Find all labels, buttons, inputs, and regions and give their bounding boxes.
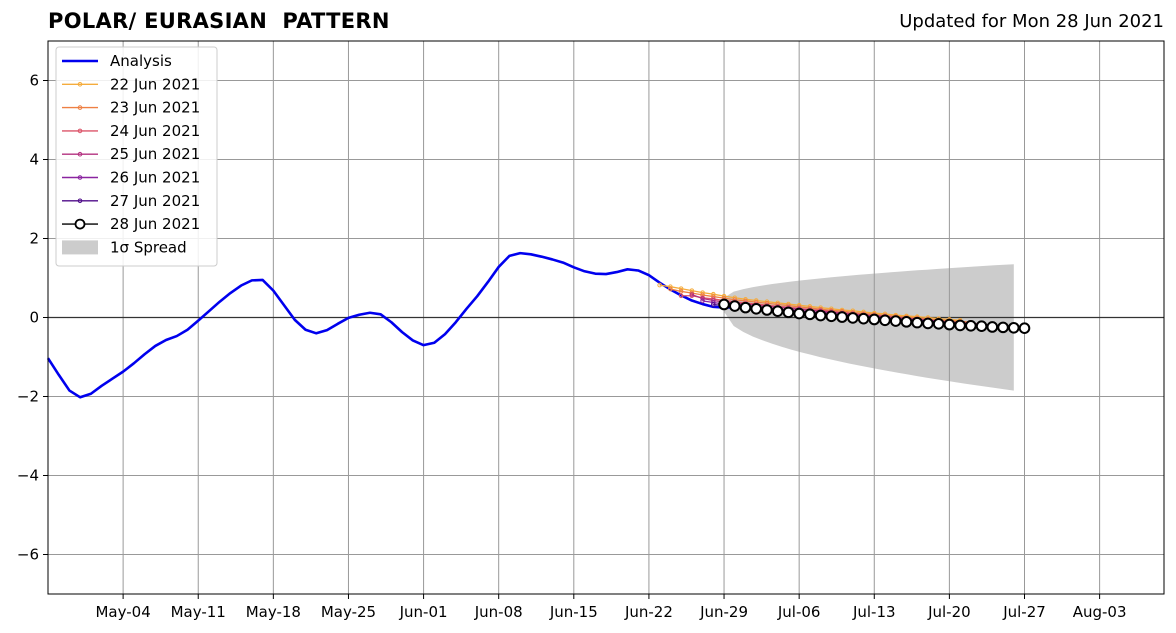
legend-label: 27 Jun 2021 — [110, 192, 200, 210]
forecast-point — [900, 316, 913, 328]
forecast-point — [922, 317, 934, 330]
forecast-point — [700, 296, 705, 301]
x-tick-label: Jun-29 — [699, 603, 748, 621]
forecast-point — [868, 313, 881, 326]
x-tick-label: Jun-01 — [399, 603, 448, 621]
forecast-point — [965, 319, 977, 332]
x-tick-label: May-18 — [246, 603, 301, 621]
forecast-point — [678, 293, 684, 299]
analysis-line — [46, 251, 735, 399]
forecast-point — [954, 319, 966, 332]
x-tick-label: Jul-27 — [1002, 603, 1046, 621]
legend-label: 26 Jun 2021 — [110, 169, 200, 187]
forecast-point — [847, 312, 859, 324]
forecast-point — [889, 315, 902, 327]
axis-ticks: May-04 May-11 May-18 May-25 Jun-01 Jun-08 Jun-… — [17, 72, 1127, 622]
forecast-point — [793, 307, 805, 320]
y-tick-label: 0 — [29, 309, 39, 327]
forecast-point — [657, 282, 662, 288]
forecast-point — [728, 300, 741, 312]
series-layer — [46, 251, 1031, 399]
legend-label: 22 Jun 2021 — [110, 75, 200, 93]
legend-box — [55, 46, 218, 267]
legend-marker — [77, 175, 83, 180]
forecast-point — [739, 301, 752, 314]
y-tick-label: 6 — [29, 72, 39, 90]
forecast-point — [879, 314, 891, 327]
legend-marker — [77, 128, 83, 134]
chart-title: POLAR/ EURASIAN PATTERN — [48, 9, 390, 33]
forecast-point — [997, 321, 1009, 334]
legend-label: 23 Jun 2021 — [110, 99, 200, 117]
legend-label: 1σ Spread — [110, 238, 187, 256]
legend-label: Analysis — [110, 52, 172, 70]
forecast-point — [771, 305, 784, 317]
forecast-point — [668, 284, 673, 289]
legend: Analysis 22 Jun 2021 23 Jun 2021 24 Jun 202… — [55, 46, 218, 267]
forecast-point — [975, 320, 988, 332]
x-tick-label: Jul-06 — [777, 603, 821, 621]
legend-marker — [77, 151, 83, 157]
x-tick-label: May-04 — [95, 603, 150, 621]
forecast-point — [700, 298, 705, 304]
forecast-point — [825, 310, 838, 323]
y-tick-label: −4 — [17, 467, 39, 485]
forecast-point — [678, 286, 684, 291]
forecast-point — [761, 304, 773, 316]
forecast-point — [711, 302, 716, 307]
x-tick-label: Aug-03 — [1073, 603, 1127, 621]
forecast-point — [911, 316, 923, 329]
x-tick-label: Jul-13 — [852, 603, 896, 621]
forecast-point — [857, 312, 870, 325]
forecast-point — [782, 306, 795, 319]
forecast-point — [1018, 322, 1031, 334]
forecast-point — [932, 318, 945, 330]
legend-label: 24 Jun 2021 — [110, 122, 200, 140]
spread-layer — [724, 264, 1014, 391]
forecast-point — [814, 309, 827, 322]
forecast-point — [836, 311, 848, 323]
forecast-point — [711, 300, 716, 305]
forecast-point — [986, 321, 999, 333]
forecast-point — [678, 289, 684, 294]
x-tick-label: Jun-22 — [624, 603, 673, 621]
legend-marker — [77, 198, 83, 204]
legend-marker — [77, 82, 83, 87]
updated-date: Updated for Mon 28 Jun 2021 — [899, 11, 1164, 32]
legend-spread-swatch — [62, 240, 98, 255]
x-tick-label: Jun-15 — [549, 603, 598, 621]
forecast-point — [943, 318, 956, 331]
forecast-point — [718, 298, 730, 311]
y-tick-label: 2 — [29, 230, 39, 248]
y-tick-label: 4 — [29, 151, 39, 169]
x-tick-label: Jun-08 — [474, 603, 523, 621]
x-tick-label: May-25 — [321, 603, 376, 621]
forecast-point — [750, 303, 763, 315]
forecast-point — [804, 308, 816, 321]
legend-label: 25 Jun 2021 — [110, 145, 200, 163]
y-tick-label: −6 — [17, 546, 39, 564]
legend-label: 28 Jun 2021 — [110, 215, 200, 233]
legend-marker — [77, 105, 83, 110]
legend-marker — [74, 218, 86, 230]
y-tick-label: −2 — [17, 388, 39, 406]
forecast-point — [1007, 321, 1020, 334]
forecast-point — [668, 286, 673, 292]
grid-layer — [48, 41, 1164, 594]
spread-band — [724, 264, 1014, 391]
x-tick-label: Jul-20 — [927, 603, 971, 621]
x-tick-label: May-11 — [171, 603, 226, 621]
forecast-point — [689, 292, 695, 297]
